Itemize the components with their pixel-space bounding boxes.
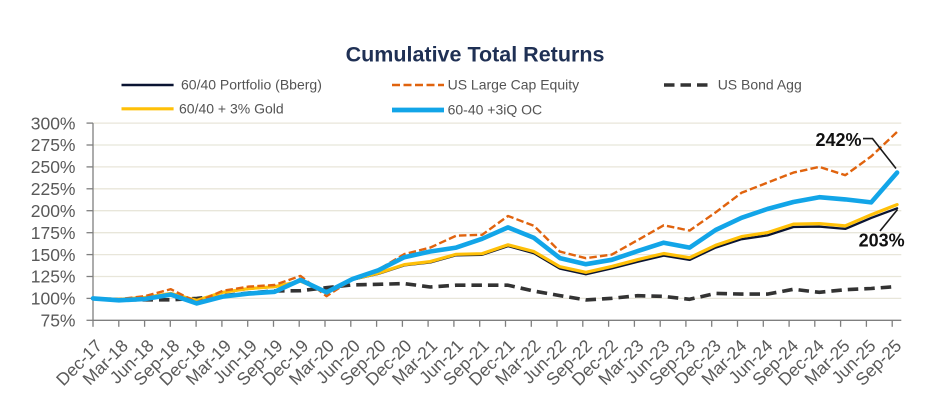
svg-text:300%: 300%: [31, 113, 76, 133]
svg-text:60-40 +3iQ OC: 60-40 +3iQ OC: [448, 102, 543, 118]
svg-text:75%: 75%: [40, 311, 75, 331]
svg-text:175%: 175%: [31, 223, 76, 243]
svg-text:200%: 200%: [31, 201, 76, 221]
svg-text:275%: 275%: [31, 135, 76, 155]
svg-text:60/40 + 3% Gold: 60/40 + 3% Gold: [179, 100, 284, 116]
svg-text:225%: 225%: [31, 179, 76, 199]
svg-text:US Large Cap Equity: US Large Cap Equity: [448, 77, 580, 93]
svg-text:US Bond Agg: US Bond Agg: [718, 77, 802, 93]
svg-text:60/40 Portfolio (Bberg): 60/40 Portfolio (Bberg): [181, 77, 322, 93]
svg-text:242%: 242%: [816, 130, 862, 150]
svg-text:125%: 125%: [31, 267, 76, 287]
svg-text:150%: 150%: [31, 245, 76, 265]
svg-text:Cumulative Total Returns: Cumulative Total Returns: [346, 43, 605, 67]
svg-text:203%: 203%: [859, 230, 905, 250]
svg-text:100%: 100%: [31, 289, 76, 309]
svg-text:250%: 250%: [31, 157, 76, 177]
